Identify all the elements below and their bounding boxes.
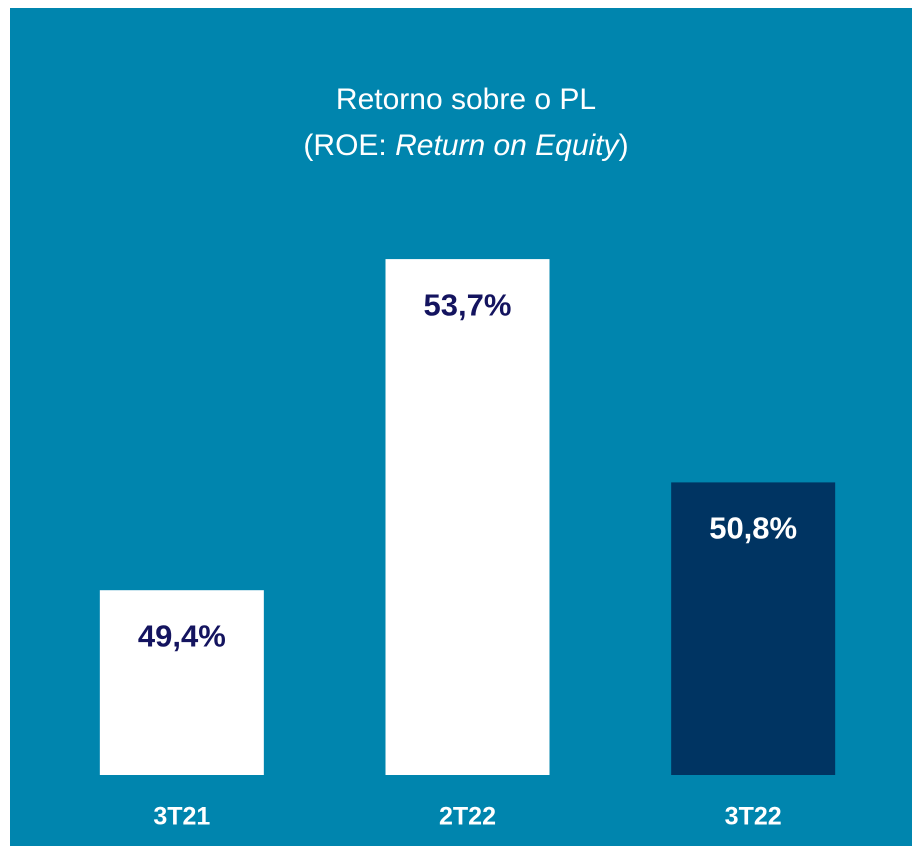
bar bbox=[99, 590, 264, 775]
subtitle-part: Return on Equity bbox=[395, 129, 620, 162]
chart-title: Retorno sobre o PL bbox=[336, 83, 596, 116]
bar bbox=[385, 259, 550, 776]
bar bbox=[671, 482, 836, 775]
x-tick-label: 2T22 bbox=[439, 803, 496, 831]
chart-subtitle: (ROE: Return on Equity) bbox=[303, 129, 628, 162]
x-tick-label: 3T22 bbox=[725, 803, 782, 831]
subtitle-part: ) bbox=[619, 129, 629, 162]
subtitle-part: (ROE: bbox=[303, 129, 395, 162]
data-label: 53,7% bbox=[424, 287, 512, 322]
data-label: 49,4% bbox=[138, 618, 226, 653]
x-tick-label: 3T21 bbox=[153, 803, 210, 831]
data-label: 50,8% bbox=[709, 511, 797, 546]
